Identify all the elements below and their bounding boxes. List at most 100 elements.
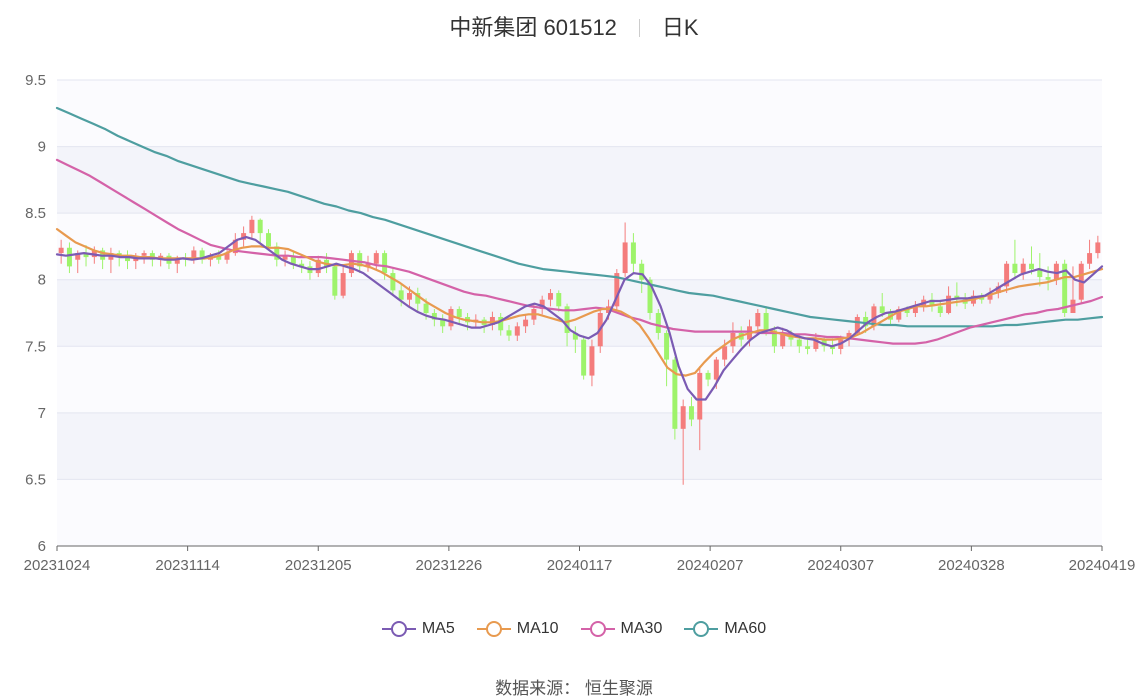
plot-band	[57, 412, 1102, 480]
candle-body	[622, 242, 628, 274]
candle-body	[340, 273, 346, 296]
candle-body	[415, 293, 421, 304]
candle-body	[539, 299, 545, 310]
y-tick-label: 6.5	[25, 471, 46, 488]
candle-body	[904, 309, 910, 313]
candle-body	[995, 286, 1001, 294]
candle-body	[241, 233, 247, 240]
candle-body	[332, 266, 338, 296]
candle-body	[630, 242, 636, 264]
candle-body	[290, 255, 296, 264]
candle-body	[763, 313, 769, 331]
legend-label-ma60: MA60	[724, 620, 767, 637]
legend-label-ma5: MA5	[421, 620, 455, 637]
candle-body	[489, 316, 495, 325]
candle-body	[937, 306, 943, 313]
ma5-line	[55, 236, 1104, 401]
candle-body	[846, 332, 852, 340]
candle-body	[713, 359, 719, 380]
candle-body	[357, 253, 363, 267]
candle-body	[1045, 277, 1051, 280]
title-divider	[638, 19, 640, 37]
candle-body	[987, 293, 993, 300]
candle-body	[232, 239, 238, 254]
candle-body	[406, 293, 412, 300]
chart-legend: MA5 MA10 MA30 MA60	[0, 620, 1148, 638]
candle-body	[191, 250, 197, 260]
legend-marker-ma60-icon	[684, 621, 719, 637]
x-tick-label: 20231205	[285, 557, 352, 574]
candle-body	[423, 303, 429, 313]
x-tick-label: 20231114	[155, 557, 220, 574]
legend-marker-ma5-icon	[381, 621, 416, 637]
candle-body	[572, 332, 578, 340]
candle-body	[199, 250, 205, 260]
candle-body	[216, 255, 222, 260]
candle-body	[680, 406, 686, 429]
legend-marker-ma30-icon	[580, 621, 615, 637]
legend-item-ma60[interactable]: MA60	[684, 620, 766, 638]
candle-body	[125, 255, 130, 262]
candle-body	[373, 253, 379, 264]
candle-body	[249, 219, 255, 234]
candle-body	[647, 279, 653, 313]
plot-band	[57, 146, 1102, 214]
x-tick-label: 20240307	[807, 557, 874, 574]
x-tick-label: 20240117	[547, 557, 613, 574]
candle-body	[299, 263, 305, 267]
candle-body	[257, 219, 263, 234]
candle-body	[382, 253, 388, 274]
candle-body	[639, 263, 645, 280]
legend-item-ma5[interactable]: MA5	[381, 620, 455, 638]
candle-body	[1062, 263, 1068, 313]
legend-label-ma30: MA30	[620, 620, 663, 637]
plot-band	[57, 213, 1102, 280]
candle-body	[946, 295, 952, 313]
candle-body	[1020, 263, 1026, 274]
candle-body	[431, 313, 437, 320]
candle-body	[664, 332, 670, 360]
plot-band	[57, 80, 1102, 147]
candle-body	[1029, 263, 1034, 270]
candle-body	[805, 346, 811, 349]
candle-body	[896, 309, 902, 320]
candle-body	[498, 316, 504, 331]
candle-body	[274, 246, 280, 260]
y-tick-label: 9.5	[25, 72, 46, 89]
candle-body	[829, 346, 835, 349]
candle-body	[266, 233, 271, 247]
candle-body	[614, 273, 620, 307]
legend-item-ma30[interactable]: MA30	[580, 620, 663, 638]
x-tick-label: 20240419	[1069, 557, 1136, 574]
legend-marker-ma10-icon	[476, 621, 511, 637]
candle-body	[780, 332, 786, 347]
y-tick-label: 8.5	[25, 205, 46, 222]
candle-body	[1037, 269, 1043, 278]
candle-body	[224, 253, 230, 260]
y-tick-label: 7.5	[25, 338, 46, 355]
legend-item-ma10[interactable]: MA10	[476, 620, 559, 638]
candle-body	[523, 319, 529, 327]
candle-body	[796, 339, 802, 347]
candle-body	[83, 253, 89, 258]
candle-body	[456, 309, 462, 317]
ma60-line	[55, 106, 1104, 328]
candle-body	[863, 316, 869, 327]
candle-body	[141, 253, 147, 256]
candle-body	[564, 306, 570, 333]
candle-body	[506, 330, 512, 336]
candle-body	[813, 339, 819, 349]
candle-body	[398, 290, 404, 300]
candle-body	[672, 359, 678, 429]
candle-body	[75, 253, 81, 260]
y-tick-label: 9	[38, 139, 46, 156]
candle-body	[282, 255, 288, 260]
candle-body	[66, 247, 72, 267]
candle-body	[547, 293, 553, 300]
y-tick-label: 8	[38, 272, 46, 289]
candle-body	[581, 339, 587, 376]
stock-title: 中新集团 601512	[449, 15, 617, 40]
candle-body	[688, 406, 694, 420]
chart-title: 中新集团 601512 日K	[0, 10, 1148, 42]
candle-body	[365, 263, 371, 267]
